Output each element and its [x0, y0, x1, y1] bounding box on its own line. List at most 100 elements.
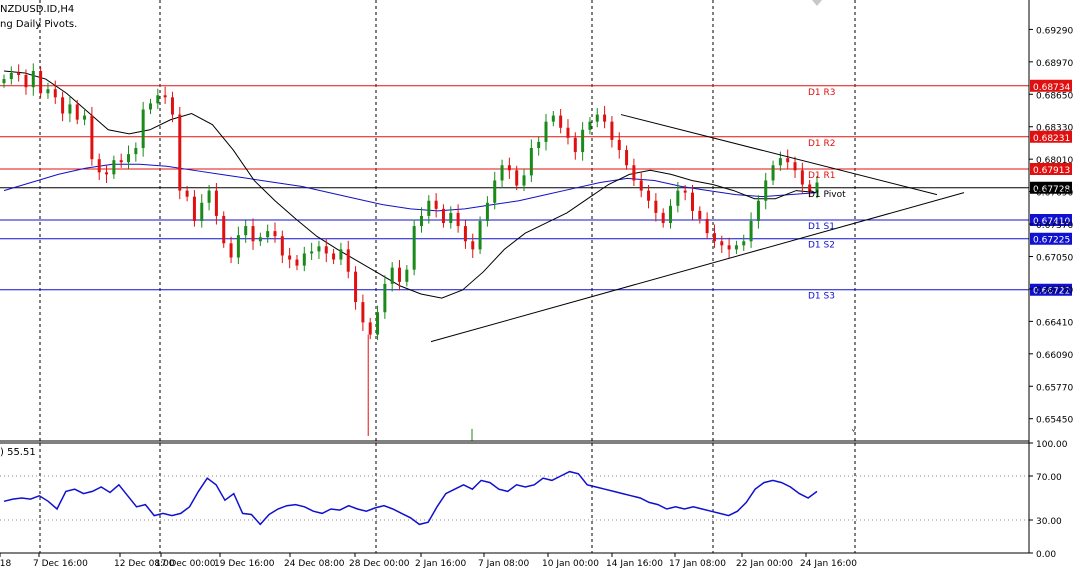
price-tick-label: 0.66730: [1036, 286, 1073, 296]
candle-body: [2, 79, 6, 84]
candle-body: [346, 249, 350, 272]
pivot-level-label: D1 R2: [808, 139, 836, 149]
time-tick-label: 018: [0, 559, 11, 569]
candle-body: [39, 70, 43, 94]
candle-body: [632, 165, 636, 181]
pivot-price-label: 0.67225: [1033, 236, 1070, 246]
candle-body: [280, 236, 284, 256]
candle-body: [361, 302, 365, 323]
ind-tick-label: 70.00: [1036, 473, 1062, 483]
rising-support-trendline: [430, 192, 965, 343]
candle-body: [595, 114, 599, 122]
candle-body: [178, 114, 182, 191]
candle-body: [170, 97, 174, 115]
pivot-level-label: D1 R3: [808, 88, 836, 98]
candle-body: [441, 208, 445, 224]
candle-body: [478, 221, 482, 250]
candle-body: [581, 129, 585, 153]
candle-body: [134, 148, 138, 155]
falling-resistance-trendline: [620, 114, 938, 196]
candle-body: [419, 215, 423, 227]
candle-body: [90, 115, 94, 160]
pivot-levels: [0, 85, 1029, 291]
candle-body: [756, 200, 760, 222]
candle-body: [127, 154, 131, 163]
candle-body: [317, 246, 321, 252]
price-tick-label: 0.68330: [1036, 124, 1073, 134]
time-tick-label: 19 Dec 16:00: [214, 559, 275, 569]
price-tick-label: 0.67370: [1036, 221, 1073, 231]
price-tick-label: 0.69290: [1036, 26, 1073, 36]
pivot-price-badge: [1030, 162, 1072, 175]
candle-body: [105, 172, 109, 175]
candle-body: [434, 200, 438, 209]
candle-body: [405, 269, 409, 282]
pivot-price-label: 0.68734: [1033, 83, 1070, 93]
candle-body: [698, 210, 702, 219]
candle-body: [390, 267, 394, 284]
candle-body: [398, 267, 402, 282]
grid: [0, 0, 1029, 553]
ind-tick-label: 30.00: [1036, 517, 1062, 527]
candle-body: [778, 158, 782, 166]
price-tick-label: 0.68010: [1036, 156, 1073, 166]
candle-body: [141, 109, 145, 149]
candle-body: [610, 121, 614, 140]
price-tick-label: 0.66090: [1036, 351, 1073, 361]
candle-body: [31, 70, 35, 88]
pivot-level-label: D1 Pivot: [808, 190, 846, 200]
indicator-axis[interactable]: 100.00 70.00 30.00 0.00: [1029, 440, 1068, 560]
pivot-price-badge: [1030, 79, 1072, 92]
fast-moving-average-line: [3, 70, 818, 299]
candle-body: [617, 139, 621, 151]
time-tick-label: 17 Jan 08:00: [669, 559, 726, 569]
candle-body: [258, 237, 262, 242]
candle-body: [485, 202, 489, 222]
price-tick-label: 0.67690: [1036, 189, 1073, 199]
price-tick-label: 0.68650: [1036, 91, 1073, 101]
candle-body: [522, 175, 526, 186]
pivot-price-label: 0.67913: [1033, 166, 1070, 176]
candle-body: [800, 170, 804, 185]
candle-body: [471, 241, 475, 250]
candle-body: [529, 148, 533, 176]
candle-body: [53, 89, 57, 98]
candle-body: [793, 162, 797, 171]
trendlines[interactable]: [430, 114, 965, 343]
candle-body: [654, 200, 658, 213]
candle-body: [720, 241, 724, 246]
candle-body: [266, 231, 270, 238]
price-axis[interactable]: 0.68734 0.68231 0.67913 0.67728 0.67410 0.672…: [1029, 26, 1073, 426]
candle-body: [68, 104, 72, 114]
candle-body: [603, 114, 607, 122]
pivot-level-labels: D1 R3 D1 R2 D1 R1 D1 Pivot D1 S1 D1 S2 D1 S3: [808, 88, 846, 302]
candle-body: [771, 165, 775, 181]
candle-body: [83, 115, 87, 120]
candle-body: [727, 245, 731, 250]
candle-body: [163, 95, 167, 98]
candle-body: [354, 271, 358, 303]
candle-body: [647, 190, 651, 201]
candle-body: [9, 72, 13, 80]
chart-title-block: NZDUSD.ID,H4 ng Daily Pivots.: [0, 2, 77, 32]
candle-body: [200, 202, 204, 222]
time-tick-label: 2 Jan 16:00: [415, 559, 467, 569]
candle-body: [786, 158, 790, 163]
candle-body: [97, 159, 101, 173]
candle-body: [302, 253, 306, 266]
indicator-panel: [3, 470, 818, 526]
candle-body: [683, 190, 687, 193]
time-tick-label: 14 Jan 16:00: [606, 559, 663, 569]
price-tick-label: 0.65450: [1036, 416, 1073, 426]
pivot-level-label: D1 S1: [808, 222, 835, 232]
candle-body: [192, 196, 196, 222]
chart-shift-marker-icon: [812, 0, 822, 6]
candle-body: [368, 322, 372, 335]
oscillator-line: [3, 470, 818, 526]
candle-body: [427, 200, 431, 216]
pivot-price-label: 0.66722: [1033, 287, 1070, 297]
candle-body: [148, 103, 152, 110]
